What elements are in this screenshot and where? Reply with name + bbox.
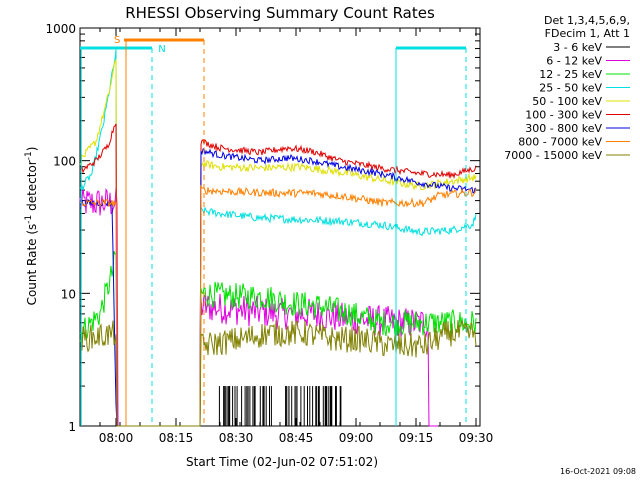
x-tick-label: 08:15	[159, 431, 194, 445]
legend-label: 3 - 6 keV	[553, 41, 602, 54]
svg-text:Count Rate (s-1 detector-1): Count Rate (s-1 detector-1)	[24, 147, 39, 306]
night-flag-label: N	[158, 44, 165, 55]
overlay-group: SN	[80, 35, 467, 426]
legend-label: 100 - 300 keV	[525, 109, 602, 122]
x-tick-label: 08:00	[99, 431, 134, 445]
legend-label: 300 - 800 keV	[525, 122, 602, 135]
legend-label: 12 - 25 keV	[539, 68, 602, 81]
y-axis-label-end: )	[25, 147, 39, 152]
y-axis-label: Count Rate (s-1 detector-1)	[24, 147, 39, 306]
chart-title: RHESSI Observing Summary Count Rates	[125, 4, 435, 22]
legend-label: 7000 - 15000 keV	[504, 149, 602, 162]
series-line-8	[79, 319, 477, 427]
series-line-4	[79, 58, 477, 427]
legend-label: 50 - 100 keV	[532, 95, 602, 108]
legend: Det 1,3,4,5,6,9, FDecim 1, Att 1 3 - 6 k…	[504, 14, 630, 162]
render-timestamp: 16-Oct-2021 09:08	[560, 467, 636, 476]
legend-label: 25 - 50 keV	[539, 82, 602, 95]
series-line-3	[79, 49, 477, 427]
x-tick-label: 09:15	[399, 431, 434, 445]
y-axis-label-sup1: -1	[24, 215, 34, 224]
x-tick-label: 09:00	[339, 431, 374, 445]
y-axis-label-sup2: -1	[24, 151, 34, 160]
series-line-5	[79, 123, 477, 427]
x-tick-label: 09:30	[459, 431, 494, 445]
legend-header-2: FDecim 1, Att 1	[545, 27, 630, 40]
y-tick-label: 100	[53, 155, 76, 169]
x-tick-label: 08:45	[279, 431, 314, 445]
y-axis-label-mid: detector	[25, 160, 39, 215]
series-line-6	[79, 147, 477, 427]
series-group	[79, 49, 477, 427]
legend-label: 6 - 12 keV	[546, 55, 602, 68]
x-axis-label: Start Time (02-Jun-02 07:51:02)	[186, 455, 378, 469]
y-axis-label-main: Count Rate (s	[25, 224, 39, 306]
legend-header-1: Det 1,3,4,5,6,9,	[544, 14, 630, 27]
legend-label: 800 - 7000 keV	[518, 136, 602, 149]
y-tick-label: 10	[61, 287, 76, 301]
saa-flag-label: S	[114, 35, 120, 46]
y-tick-label: 1	[68, 420, 76, 434]
y-tick-label: 1000	[45, 22, 76, 36]
x-tick-label: 08:30	[219, 431, 254, 445]
plot-frame	[79, 27, 481, 427]
